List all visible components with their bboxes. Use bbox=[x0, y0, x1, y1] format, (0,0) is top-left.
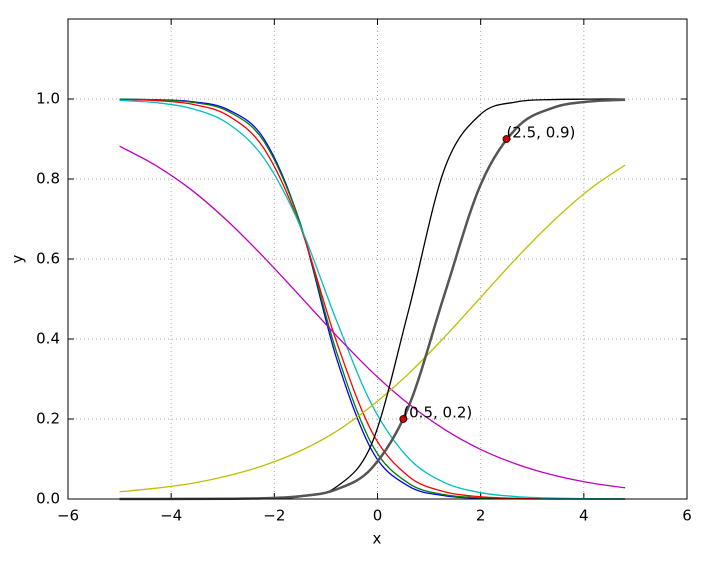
x-tick-label: 4 bbox=[579, 507, 589, 525]
series-line bbox=[119, 164, 626, 493]
point-label: (0.5, 0.2) bbox=[403, 404, 472, 422]
x-tick-label: −4 bbox=[160, 507, 182, 525]
y-tick-label: 0.6 bbox=[36, 250, 60, 268]
x-tick-label: −2 bbox=[263, 507, 285, 525]
point-label: (2.5, 0.9) bbox=[506, 124, 575, 142]
plot-frame bbox=[67, 18, 688, 500]
x-tick-label: 6 bbox=[682, 507, 692, 525]
x-tick-label: 0 bbox=[373, 507, 383, 525]
y-tick-label: 0.2 bbox=[36, 410, 60, 428]
y-tick-label: 0.4 bbox=[36, 330, 60, 348]
y-tick-label: 1.0 bbox=[36, 90, 60, 108]
x-tick-label: −6 bbox=[57, 507, 79, 525]
point bbox=[399, 415, 408, 423]
y-tick-label: 0.0 bbox=[36, 490, 60, 508]
x-axis-label: x bbox=[373, 530, 382, 548]
series-line bbox=[119, 99, 626, 500]
series-line bbox=[119, 145, 626, 489]
x-tick-label: 2 bbox=[476, 507, 486, 525]
point bbox=[502, 135, 511, 143]
y-tick-label: 0.8 bbox=[36, 170, 60, 188]
y-axis-label: y bbox=[9, 254, 27, 263]
